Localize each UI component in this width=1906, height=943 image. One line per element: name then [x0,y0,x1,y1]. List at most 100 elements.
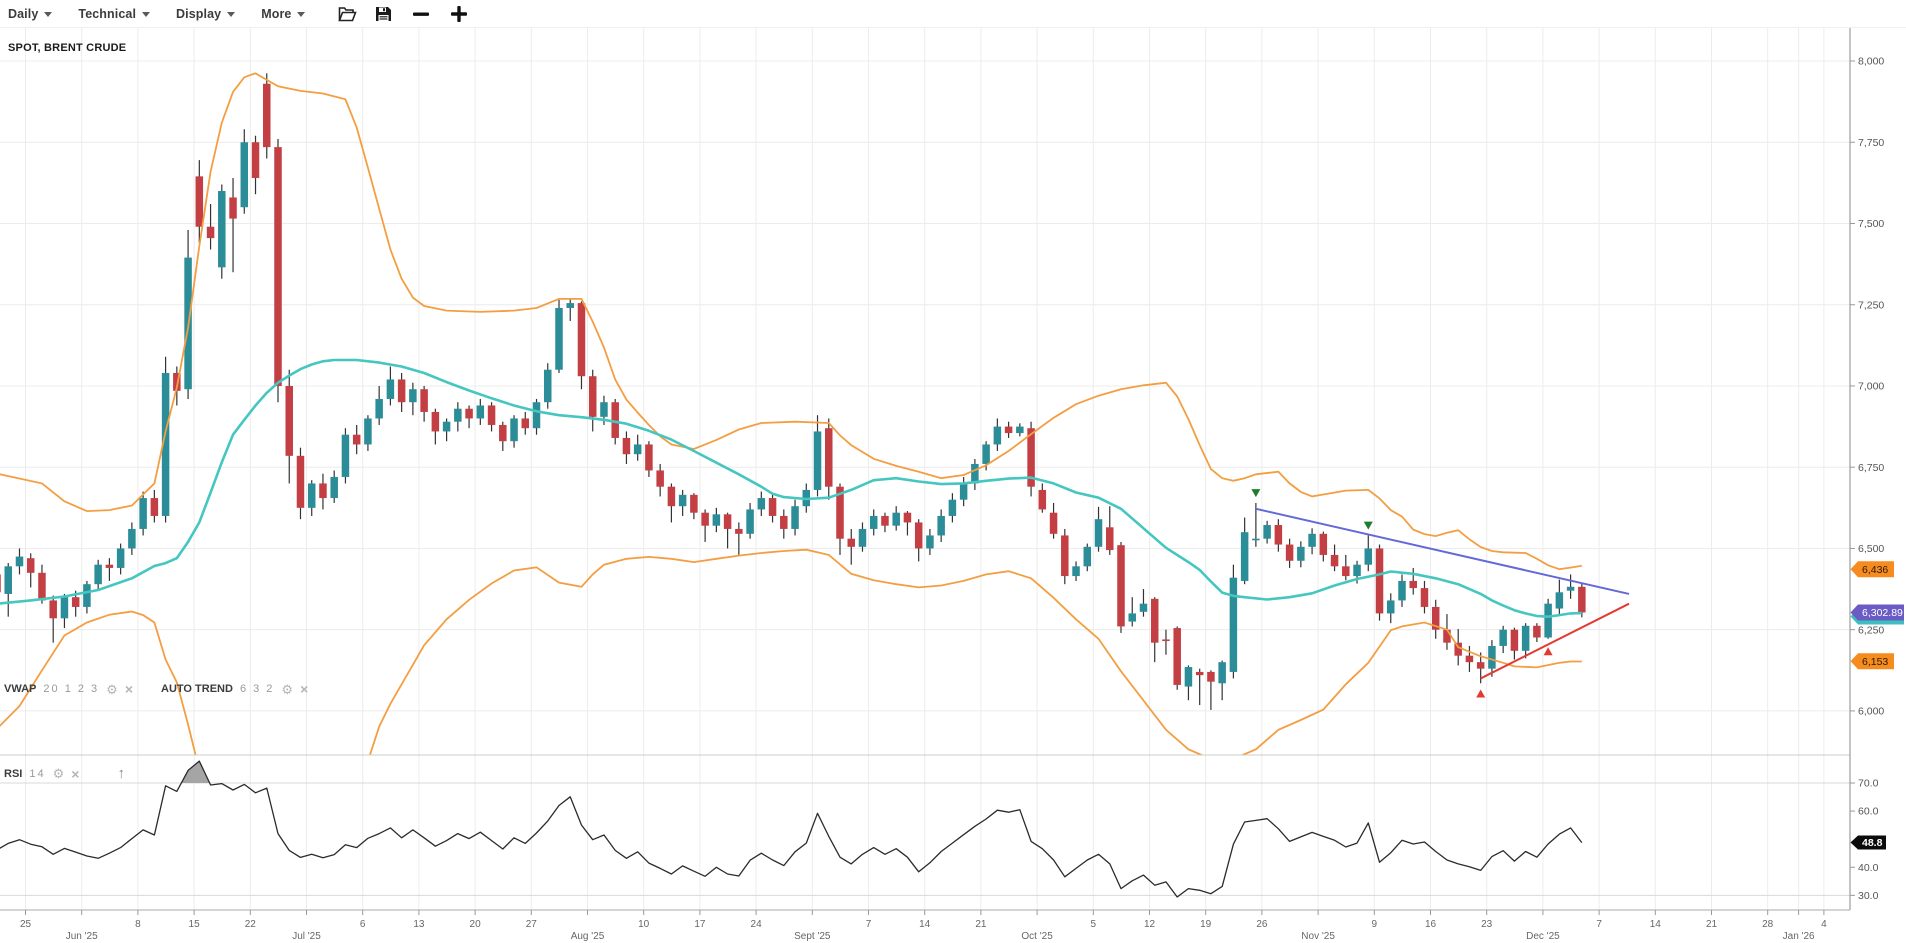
candle [645,444,653,471]
candle [195,176,204,227]
chevron-down-icon [142,12,151,17]
svg-text:7: 7 [1596,919,1602,930]
candle [521,418,530,429]
svg-text:6,302.89: 6,302.89 [1862,607,1903,619]
svg-text:27: 27 [526,919,538,930]
move-pane-up-arrow-icon[interactable]: ↑ [117,765,125,782]
candle [712,514,721,526]
svg-text:16: 16 [1425,919,1437,930]
svg-text:7,000: 7,000 [1858,381,1884,393]
candle [903,512,912,523]
candle [352,434,361,445]
candle [588,376,597,417]
candle [375,398,383,419]
candle [544,369,552,403]
candle [94,564,102,585]
candle [914,522,923,549]
lower-band-price-tag: 6,153 [1850,653,1894,670]
svg-text:7,250: 7,250 [1858,299,1884,311]
candle [1330,554,1339,567]
candle [139,498,147,529]
candle [274,147,282,386]
candle [15,556,24,567]
svg-text:Jun '25: Jun '25 [66,931,98,942]
trend-line-ascending-support[interactable] [1480,602,1630,680]
candle [510,418,518,442]
menu-more[interactable]: More [248,0,318,27]
candle [869,515,878,529]
candle [71,597,80,607]
rsi-label: RSI [4,767,23,780]
candle [735,528,743,534]
candle [38,572,46,601]
chevron-down-icon [44,12,53,17]
candle [813,431,822,490]
candle [1184,667,1193,687]
auto-trend-remove-icon[interactable]: × [300,681,309,697]
menu-daily[interactable]: Daily [0,0,65,27]
menu-technical-label: Technical [78,6,137,21]
candle [1443,629,1451,643]
menu-display[interactable]: Display [163,0,248,27]
candle [1083,546,1092,567]
candle [847,538,855,547]
candle [836,486,844,539]
save-chart-button[interactable] [368,0,398,27]
candle [1139,603,1148,612]
candle [364,418,372,445]
bollinger-lower-line [0,548,1582,755]
candle [1106,527,1114,551]
svg-text:28: 28 [1762,919,1774,930]
candle [49,600,57,619]
svg-text:21: 21 [1706,919,1718,930]
candle [959,483,968,500]
zoom-in-button[interactable] [444,0,474,27]
candle [1555,592,1564,609]
candle [926,535,934,549]
candle [678,494,687,507]
svg-text:Jul '25: Jul '25 [292,931,321,942]
svg-text:6,500: 6,500 [1858,543,1884,555]
menu-more-label: More [261,6,292,21]
candle [1409,580,1417,589]
candle [746,509,754,534]
candle [1207,671,1215,682]
vwap-settings-gear-icon[interactable]: ⚙ [106,681,118,697]
candle [4,566,12,594]
candle [465,408,473,419]
zoom-out-button[interactable] [406,0,436,27]
candle [1240,532,1249,581]
candle [105,564,114,568]
candle [116,548,125,568]
auto-trend-settings-gear-icon[interactable]: ⚙ [281,681,294,697]
svg-text:14: 14 [919,919,931,930]
svg-text:26: 26 [1256,919,1268,930]
plus-icon [450,5,468,23]
svg-text:4: 4 [1821,919,1827,930]
svg-text:17: 17 [694,919,706,930]
candle [26,558,35,573]
rsi-value-tag: 48.8 [1850,835,1886,850]
rsi-remove-icon[interactable]: × [71,765,80,782]
menu-technical[interactable]: Technical [65,0,163,27]
svg-text:60.0: 60.0 [1858,806,1879,818]
auto-trend-params: 6 3 2 [239,683,275,695]
trend-line-descending-resistance[interactable] [1255,507,1630,595]
toolbar: Daily Technical Display More [0,0,1906,28]
vwap-remove-icon[interactable]: × [124,681,134,697]
svg-text:9: 9 [1372,919,1378,930]
svg-text:23: 23 [1481,919,1493,930]
rsi-settings-gear-icon[interactable]: ⚙ [52,766,65,781]
pivot-markers [1251,489,1553,698]
candle [296,455,305,508]
rsi-plot [0,760,1583,898]
candle [532,402,541,429]
candle [1263,525,1271,539]
svg-text:6,000: 6,000 [1858,706,1884,718]
candle [622,437,631,455]
vwap-label: VWAP [4,683,37,695]
open-chart-button[interactable] [332,0,362,27]
candle [858,528,867,547]
